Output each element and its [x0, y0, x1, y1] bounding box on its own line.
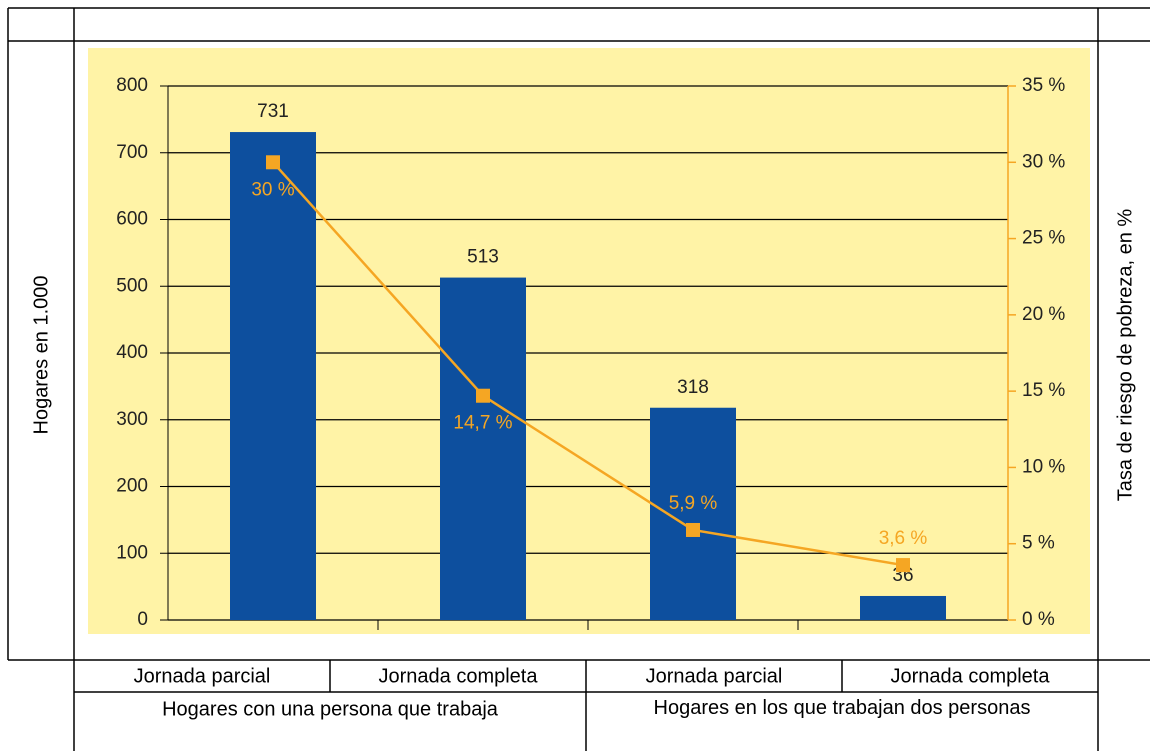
y-tick-label: 200 [116, 476, 148, 497]
line-value-label: 5,9 % [669, 493, 718, 514]
category-label: Jornada completa [891, 665, 1051, 687]
y-tick-label: 600 [116, 209, 148, 230]
y-tick-label: 400 [116, 342, 148, 363]
line-point [686, 522, 700, 537]
group-label: Hogares con una persona que trabaja [162, 698, 499, 720]
y2-tick-label: 20 % [1022, 304, 1065, 325]
y2-tick-label: 10 % [1022, 456, 1065, 477]
bar [440, 277, 526, 620]
group-label: Hogares en los que trabajan dos personas [653, 697, 1031, 719]
bar-value-label: 513 [467, 247, 499, 268]
line-point [476, 388, 490, 403]
y2-tick-label: 30 % [1022, 151, 1065, 172]
line-value-label: 3,6 % [879, 528, 928, 549]
y-axis-label: Hogares en 1.000 [30, 275, 52, 434]
bar [650, 407, 736, 620]
line-value-label: 14,7 % [453, 413, 512, 434]
y2-axis-label: Tasa de riesgo de pobreza, en % [1114, 209, 1136, 502]
bar-value-label: 731 [257, 101, 289, 122]
table-lines [7, 7, 1150, 751]
y2-tick-label: 35 % [1022, 75, 1065, 96]
y-tick-label: 500 [116, 275, 148, 296]
line [272, 161, 904, 567]
y2-tick-label: 15 % [1022, 380, 1065, 401]
y2-tick-label: 25 % [1022, 228, 1065, 249]
y-tick-label: 800 [116, 75, 148, 96]
bar-value-label: 318 [677, 377, 709, 398]
line-point [266, 155, 280, 170]
y-tick-label: 100 [116, 542, 148, 563]
bar [860, 595, 946, 620]
category-label: Jornada completa [379, 665, 539, 687]
line-value-label: 30 % [251, 179, 294, 200]
group-label-box: Hogares en los que trabajan dos personas [653, 697, 1031, 719]
y-tick-label: 300 [116, 409, 148, 430]
y2-tick-label: 5 % [1022, 533, 1055, 554]
y-tick-label: 0 [137, 609, 148, 630]
bar [230, 132, 316, 620]
line-point [896, 558, 910, 573]
y2-tick-label: 0 % [1022, 609, 1055, 630]
category-label: Jornada parcial [134, 665, 271, 687]
category-label: Jornada parcial [646, 665, 783, 687]
y-tick-label: 700 [116, 142, 148, 163]
